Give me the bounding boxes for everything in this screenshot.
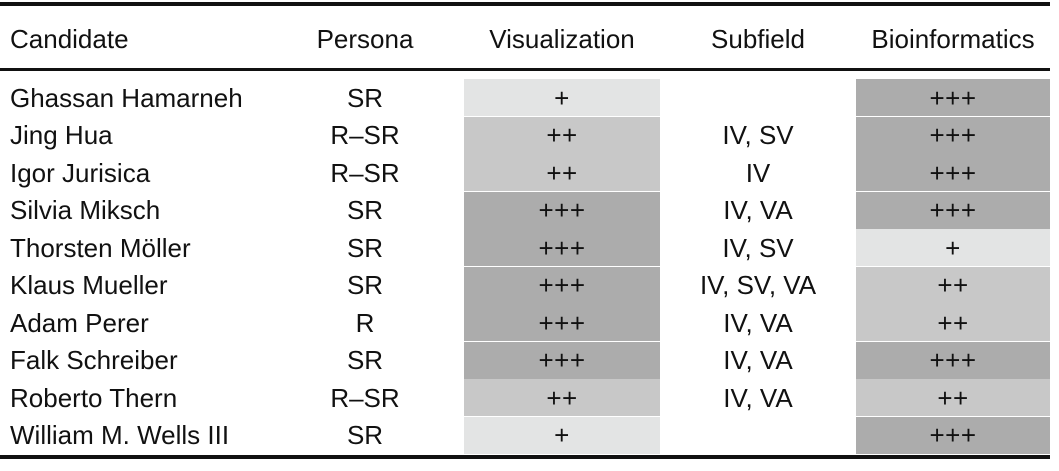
visualization-level: +++: [464, 229, 660, 266]
header-bioinformatics: Bioinformatics: [871, 24, 1035, 54]
visualization-level: +++: [464, 266, 660, 304]
bioinformatics-level: +++: [856, 191, 1050, 229]
subfield-value: [666, 417, 850, 454]
table-row: Igor Jurisica R–SR ++ IV +++: [0, 154, 1059, 191]
table-row: William M. Wells III SR + +++: [0, 416, 1059, 454]
persona-value: SR: [346, 232, 384, 263]
persona-value: SR: [346, 420, 384, 450]
header-subfield: Subfield: [711, 24, 805, 54]
header-visualization: Visualization: [489, 24, 635, 54]
persona-value: SR: [346, 345, 384, 375]
visualization-level: +: [464, 79, 660, 116]
bioinformatics-level: +++: [856, 79, 1050, 116]
candidate-name: Klaus Mueller: [10, 270, 168, 300]
subfield-value: [666, 79, 850, 116]
subfield-value: IV, VA: [723, 345, 793, 375]
bottom-rule: [0, 455, 1050, 459]
table-row: Adam Perer R +++ IV, VA ++: [0, 304, 1059, 341]
header-row: Candidate Persona Visualization Subfield…: [0, 18, 1059, 60]
bioinformatics-level: +: [856, 229, 1050, 266]
subfield-value: IV, SV, VA: [699, 270, 817, 300]
candidate-name: Igor Jurisica: [10, 157, 151, 188]
visualization-level: ++: [464, 379, 660, 416]
persona-value: SR: [346, 195, 384, 225]
candidate-name: Ghassan Hamarneh: [10, 82, 243, 113]
bioinformatics-level: ++: [856, 379, 1050, 416]
persona-value: SR: [346, 82, 384, 113]
table-row: Jing Hua R–SR ++ IV, SV +++: [0, 116, 1059, 154]
bioinformatics-level: +++: [856, 416, 1050, 454]
persona-value: R–SR: [330, 120, 400, 150]
candidate-name: Silvia Miksch: [10, 195, 161, 225]
persona-value: SR: [346, 270, 384, 300]
top-rule: [0, 2, 1050, 6]
persona-value: R–SR: [330, 157, 400, 188]
bioinformatics-level: +++: [856, 341, 1050, 379]
table-row: Falk Schreiber SR +++ IV, VA +++: [0, 341, 1059, 379]
visualization-level: +: [464, 416, 660, 454]
bioinformatics-level: +++: [856, 154, 1050, 191]
table-row: Ghassan Hamarneh SR + +++: [0, 79, 1059, 116]
table-row: Thorsten Möller SR +++ IV, SV +: [0, 229, 1059, 266]
persona-value: R: [355, 307, 375, 338]
table-row: Roberto Thern R–SR ++ IV, VA ++: [0, 379, 1059, 416]
visualization-level: +++: [464, 191, 660, 229]
subfield-value: IV, VA: [723, 382, 793, 413]
table-row: Klaus Mueller SR +++ IV, SV, VA ++: [0, 266, 1059, 304]
bioinformatics-level: ++: [856, 266, 1050, 304]
candidate-name: William M. Wells III: [10, 420, 230, 450]
subfield-value: IV: [745, 157, 771, 188]
bioinformatics-level: +++: [856, 116, 1050, 154]
subfield-value: IV, VA: [723, 307, 793, 338]
visualization-level: ++: [464, 116, 660, 154]
candidate-name: Adam Perer: [10, 307, 149, 338]
candidate-name: Roberto Thern: [10, 382, 178, 413]
header-rule: [0, 68, 1050, 71]
header-persona: Persona: [316, 24, 414, 54]
visualization-level: +++: [464, 341, 660, 379]
header-candidate: Candidate: [10, 24, 129, 54]
subfield-value: IV, SV: [722, 120, 794, 150]
candidate-name: Jing Hua: [10, 120, 113, 150]
visualization-level: +++: [464, 304, 660, 341]
bioinformatics-level: ++: [856, 304, 1050, 341]
subfield-value: IV, SV: [722, 232, 794, 263]
persona-value: R–SR: [330, 382, 400, 413]
candidate-name: Thorsten Möller: [10, 232, 191, 263]
visualization-level: ++: [464, 154, 660, 191]
candidate-name: Falk Schreiber: [10, 345, 178, 375]
subfield-value: IV, VA: [723, 195, 793, 225]
table-row: Silvia Miksch SR +++ IV, VA +++: [0, 191, 1059, 229]
